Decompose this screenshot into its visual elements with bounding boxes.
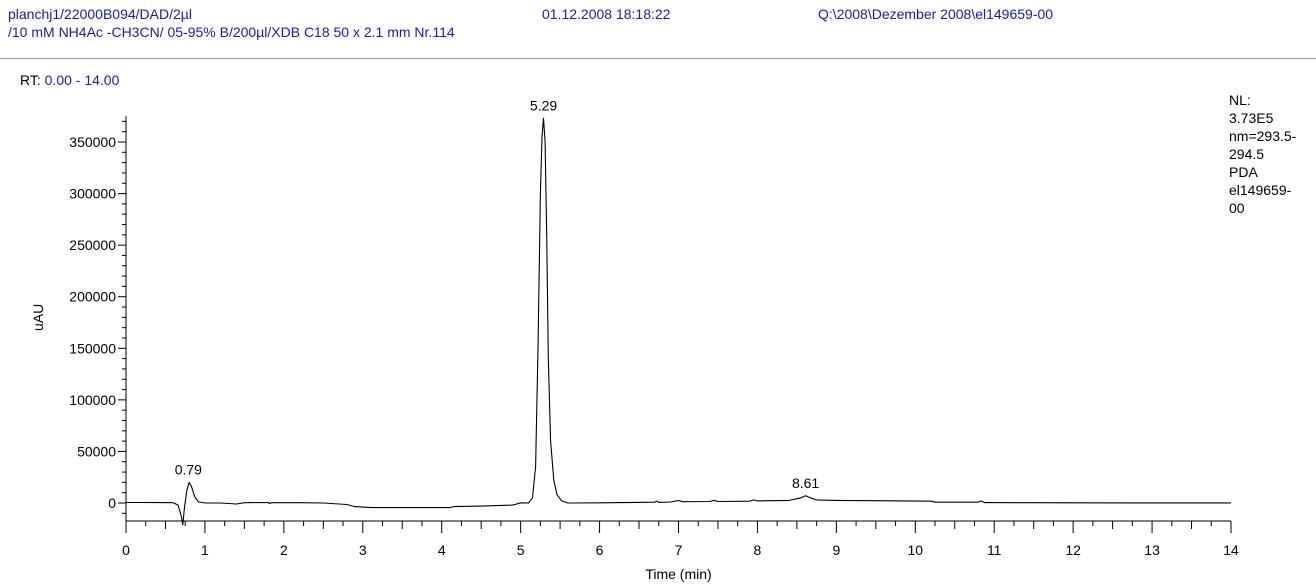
info-line: NL: bbox=[1229, 92, 1251, 108]
info-line: PDA bbox=[1229, 164, 1258, 180]
trace-info: NL: 3.73E5 nm=293.5- 294.5 PDA el149659-… bbox=[1229, 91, 1296, 217]
x-tick-label: 10 bbox=[907, 542, 923, 558]
file-path: Q:\2008\Dezember 2008\el149659-00 bbox=[818, 6, 1054, 22]
info-line: 00 bbox=[1229, 200, 1245, 216]
x-tick-label: 12 bbox=[1065, 542, 1081, 558]
x-tick-label: 8 bbox=[754, 542, 762, 558]
y-tick-label: 300000 bbox=[69, 186, 116, 202]
y-tick-label: 100000 bbox=[69, 392, 116, 408]
info-line: nm=293.5- bbox=[1229, 128, 1297, 144]
x-tick-label: 2 bbox=[280, 542, 288, 558]
x-tick-label: 4 bbox=[438, 542, 446, 558]
peak-label: 8.61 bbox=[792, 475, 819, 491]
x-axis-title: Time (min) bbox=[645, 566, 711, 582]
header-divider bbox=[0, 58, 1316, 59]
x-tick-label: 6 bbox=[596, 542, 604, 558]
sample-name: planchj1/22000B094/DAD/2µl bbox=[8, 6, 192, 22]
y-tick-label: 150000 bbox=[69, 340, 116, 356]
x-tick-label: 5 bbox=[517, 542, 525, 558]
x-tick-label: 1 bbox=[201, 542, 209, 558]
chromatogram-trace bbox=[126, 117, 1231, 526]
peak-label: 5.29 bbox=[530, 97, 557, 113]
info-line: 294.5 bbox=[1229, 146, 1265, 162]
rt-range: RT: 0.00 - 14.00 bbox=[20, 72, 119, 88]
x-tick-label: 7 bbox=[675, 542, 683, 558]
x-tick-label: 9 bbox=[832, 542, 840, 558]
y-tick-label: 200000 bbox=[69, 289, 116, 305]
x-tick-label: 11 bbox=[987, 542, 1002, 558]
x-tick-label: 13 bbox=[1144, 542, 1160, 558]
y-tick-label: 0 bbox=[108, 495, 116, 511]
info-line: 3.73E5 bbox=[1229, 110, 1274, 126]
x-tick-label: 0 bbox=[122, 542, 130, 558]
acquisition-datetime: 01.12.2008 18:18:22 bbox=[542, 6, 671, 22]
info-line: el149659- bbox=[1229, 182, 1292, 198]
x-tick-label: 14 bbox=[1223, 542, 1239, 558]
axes: 0 1 2 3 4 5 6 7 8 9 10 11 12 13 1405000010000015000020… bbox=[30, 116, 1239, 582]
peak-label: 0.79 bbox=[175, 461, 202, 477]
rt-label: RT: bbox=[20, 72, 41, 88]
y-tick-label: 250000 bbox=[69, 237, 116, 253]
chart-marks: 0.79 5.29 8.61 bbox=[126, 97, 1231, 526]
x-tick-label: 3 bbox=[359, 542, 367, 558]
y-tick-label: 50000 bbox=[77, 443, 116, 459]
rt-value: 0.00 - 14.00 bbox=[44, 72, 120, 88]
method-description: /10 mM NH4Ac -CH3CN/ 05-95% B/200µl/XDB … bbox=[8, 24, 455, 40]
y-tick-label: 350000 bbox=[69, 134, 116, 150]
y-axis-title: uAU bbox=[30, 304, 46, 331]
